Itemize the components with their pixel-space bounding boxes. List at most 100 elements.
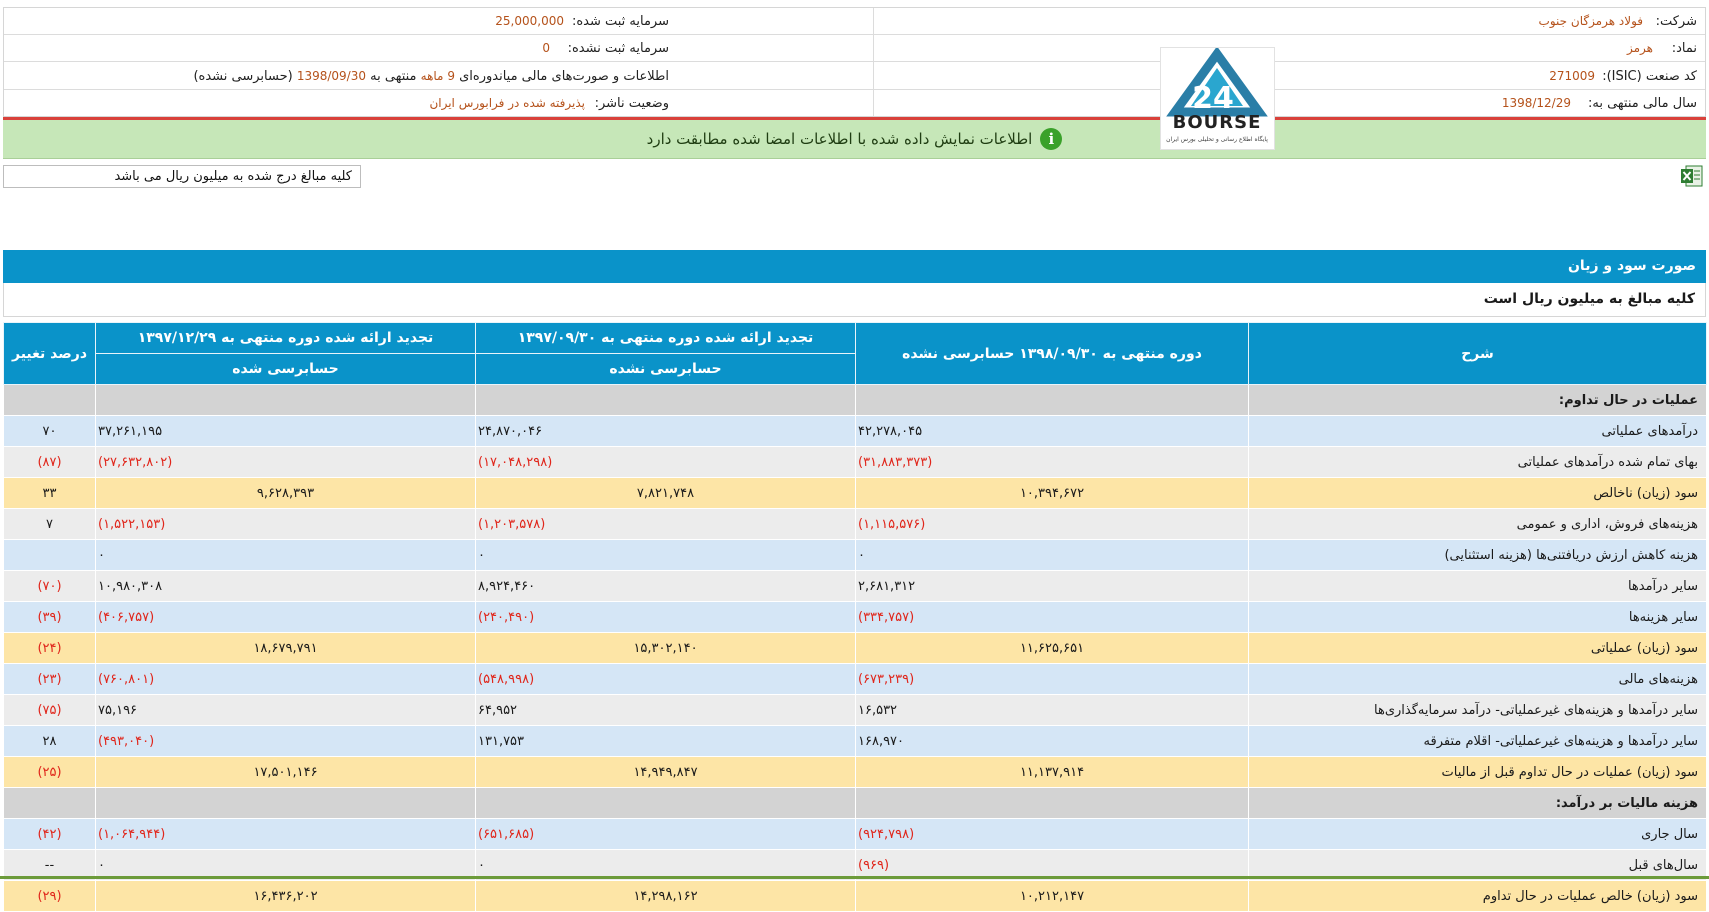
row-change-percent: ۲۸ bbox=[3, 725, 96, 757]
row-value-p2: ۰ bbox=[475, 539, 856, 571]
income-statement-table: شرح دوره منتهی به ۱۳۹۸/۰۹/۳۰ حسابرسی نشد… bbox=[3, 322, 1707, 912]
row-description: سایر درآمدها و هزینه‌های غیرعملیاتی- درآ… bbox=[1248, 694, 1707, 726]
row-description: هزینه‌های مالی bbox=[1248, 663, 1707, 695]
col-header-change-percent: درصد تغییر bbox=[3, 322, 96, 385]
row-description: سود (زیان) ناخالص bbox=[1248, 477, 1707, 509]
table-row: سال‌های قبل (۹۶۹) ۰ ۰ -- bbox=[3, 849, 1707, 881]
row-change-percent bbox=[3, 787, 96, 819]
row-description: عملیات در حال تداوم: bbox=[1248, 384, 1707, 416]
fiscal-year-label: سال مالی منتهی به: bbox=[1587, 96, 1697, 111]
col-header-period-13971229: تجدید ارائه شده دوره منتهی به ۱۳۹۷/۱۲/۲۹ bbox=[95, 322, 476, 354]
excel-export-icon[interactable] bbox=[1680, 164, 1704, 188]
table-row: سود (زیان) عملیات در حال تداوم قبل از ما… bbox=[3, 756, 1707, 788]
row-value-p1: ۱۰,۳۹۴,۶۷۲ bbox=[855, 477, 1249, 509]
report-months: 9 ماهه bbox=[420, 69, 455, 83]
bourse24-logo[interactable]: 24 BOURSE پایگاه اطلاع رسانی و تحلیلی بو… bbox=[1160, 46, 1275, 150]
row-description: سایر درآمدها bbox=[1248, 570, 1707, 602]
row-value-p3: (۱,۵۲۲,۱۵۳) bbox=[95, 508, 476, 540]
col-subheader-audited: حسابرسی شده bbox=[95, 353, 476, 385]
company-info-panel: شرکت: فولاد هرمزگان جنوب سرمایه ثبت شده:… bbox=[3, 7, 1706, 117]
isic-value: 271009 bbox=[1549, 69, 1595, 83]
row-value-p1: ۲,۶۸۱,۳۱۲ bbox=[855, 570, 1249, 602]
row-description: هزینه‌های فروش، اداری و عمومی bbox=[1248, 508, 1707, 540]
registered-capital-label: سرمایه ثبت شده: bbox=[571, 14, 669, 29]
row-value-p3: ۳۷,۲۶۱,۱۹۵ bbox=[95, 415, 476, 447]
registered-capital-value: 25,000,000 bbox=[495, 14, 564, 28]
row-description: درآمدهای عملیاتی bbox=[1248, 415, 1707, 447]
table-row: سود (زیان) خالص عملیات در حال تداوم ۱۰,۲۱… bbox=[3, 880, 1707, 912]
row-value-p3: (۲۷,۶۳۲,۸۰۲) bbox=[95, 446, 476, 478]
col-subheader-unaudited: حسابرسی نشده bbox=[475, 353, 856, 385]
row-value-p1: ۱۶۸,۹۷۰ bbox=[855, 725, 1249, 757]
row-change-percent: (۴۲) bbox=[3, 818, 96, 850]
row-value-p1: (۹۲۴,۷۹۸) bbox=[855, 818, 1249, 850]
table-row: سود (زیان) عملیاتی ۱۱,۶۲۵,۶۵۱ ۱۵,۳۰۲,۱۴۰ ۱۸… bbox=[3, 632, 1707, 664]
row-change-percent: -- bbox=[3, 849, 96, 881]
info-row-symbol: نماد: هرمز سرمایه ثبت نشده: 0 bbox=[4, 35, 1705, 62]
row-value-p1: ۴۲,۲۷۸,۰۴۵ bbox=[855, 415, 1249, 447]
row-value-p3: ۹,۶۲۸,۳۹۳ bbox=[95, 477, 476, 509]
row-description: سال جاری bbox=[1248, 818, 1707, 850]
company-value[interactable]: فولاد هرمزگان جنوب bbox=[1538, 14, 1643, 28]
unregistered-capital-value: 0 bbox=[542, 41, 550, 55]
table-row: هزینه‌های فروش، اداری و عمومی (۱,۱۱۵,۵۷۶)… bbox=[3, 508, 1707, 540]
report-date: 1398/09/30 bbox=[296, 69, 366, 83]
row-description: سال‌های قبل bbox=[1248, 849, 1707, 881]
col-header-period-13970930: تجدید ارائه شده دوره منتهی به ۱۳۹۷/۰۹/۳۰ bbox=[475, 322, 856, 354]
row-change-percent: (۷۵) bbox=[3, 694, 96, 726]
logo-brand: BOURSE bbox=[1173, 112, 1262, 133]
row-description: سایر هزینه‌ها bbox=[1248, 601, 1707, 633]
row-value-p2: ۱۴,۲۹۸,۱۶۲ bbox=[475, 880, 856, 912]
statement-title: صورت سود و زیان bbox=[3, 250, 1706, 283]
logo-tagline: پایگاه اطلاع رسانی و تحلیلی بورس ایران bbox=[1166, 135, 1268, 143]
row-value-p2: (۱,۲۰۳,۵۷۸) bbox=[475, 508, 856, 540]
row-description: سود (زیان) عملیاتی bbox=[1248, 632, 1707, 664]
report-audit-status: (حسابرسی نشده) bbox=[193, 69, 293, 84]
row-value-p2 bbox=[475, 787, 856, 819]
row-value-p3: (۷۶۰,۸۰۱) bbox=[95, 663, 476, 695]
info-row-isic: کد صنعت (ISIC): 271009 اطلاعات و صورت‌ها… bbox=[4, 63, 1705, 90]
row-change-percent: (۲۳) bbox=[3, 663, 96, 695]
row-value-p1: ۱۱,۱۳۷,۹۱۴ bbox=[855, 756, 1249, 788]
income-statement-body: عملیات در حال تداوم: درآمدهای عملیاتی ۴۲,۲… bbox=[3, 384, 1707, 912]
row-value-p1 bbox=[855, 384, 1249, 416]
row-change-percent bbox=[3, 539, 96, 571]
row-value-p3: (۴۰۶,۷۵۷) bbox=[95, 601, 476, 633]
table-row: سال جاری (۹۲۴,۷۹۸) (۶۵۱,۶۸۵) (۱,۰۶۴,۹۴۴) (۴۲… bbox=[3, 818, 1707, 850]
row-value-p3: ۱۷,۵۰۱,۱۴۶ bbox=[95, 756, 476, 788]
row-change-percent: (۸۷) bbox=[3, 446, 96, 478]
row-value-p3: ۷۵,۱۹۶ bbox=[95, 694, 476, 726]
group-header-row: هزینه مالیات بر درآمد: bbox=[3, 787, 1707, 819]
row-value-p2: (۶۵۱,۶۸۵) bbox=[475, 818, 856, 850]
row-value-p2: ۱۳۱,۷۵۳ bbox=[475, 725, 856, 757]
row-value-p3: ۱۰,۹۸۰,۳۰۸ bbox=[95, 570, 476, 602]
row-value-p1: ۱۶,۵۳۲ bbox=[855, 694, 1249, 726]
row-value-p1: ۱۰,۲۱۲,۱۴۷ bbox=[855, 880, 1249, 912]
report-text-b: منتهی به bbox=[370, 69, 417, 84]
row-value-p3: (۴۹۳,۰۴۰) bbox=[95, 725, 476, 757]
publisher-status-label: وضعیت ناشر: bbox=[594, 96, 669, 111]
row-value-p3: ۱۸,۶۷۹,۷۹۱ bbox=[95, 632, 476, 664]
table-row: هزینه کاهش ارزش دریافتنی‌ها (هزینه استثن… bbox=[3, 539, 1707, 571]
info-row-fiscal: سال مالی منتهی به: 1398/12/29 وضعیت ناشر… bbox=[4, 90, 1705, 117]
row-change-percent: (۳۹) bbox=[3, 601, 96, 633]
row-value-p3: ۰ bbox=[95, 539, 476, 571]
table-row: بهای تمام شده درآمدهای عملیاتی (۳۱,۸۸۳,۳۷… bbox=[3, 446, 1707, 478]
row-change-percent: ۳۳ bbox=[3, 477, 96, 509]
row-value-p2: ۲۴,۸۷۰,۰۴۶ bbox=[475, 415, 856, 447]
table-row: سایر درآمدها و هزینه‌های غیرعملیاتی- اقل… bbox=[3, 725, 1707, 757]
row-description: سود (زیان) عملیات در حال تداوم قبل از ما… bbox=[1248, 756, 1707, 788]
statement-subtitle: کلیه مبالغ به میلیون ریال است bbox=[3, 283, 1706, 317]
row-value-p2: (۵۴۸,۹۹۸) bbox=[475, 663, 856, 695]
row-value-p1: (۹۶۹) bbox=[855, 849, 1249, 881]
unregistered-capital-label: سرمایه ثبت نشده: bbox=[567, 41, 669, 56]
table-row: سایر درآمدها ۲,۶۸۱,۳۱۲ ۸,۹۲۴,۴۶۰ ۱۰,۹۸۰,۳۰۸… bbox=[3, 570, 1707, 602]
report-description: اطلاعات و صورت‌های مالی میاندوره‌ای 9 ما… bbox=[193, 63, 669, 90]
row-description: هزینه کاهش ارزش دریافتنی‌ها (هزینه استثن… bbox=[1248, 539, 1707, 571]
isic-label: کد صنعت (ISIC): bbox=[1602, 69, 1697, 84]
row-value-p2: ۶۴,۹۵۲ bbox=[475, 694, 856, 726]
notice-text: اطلاعات نمایش داده شده با اطلاعات امضا ش… bbox=[646, 130, 1033, 148]
col-header-period-1398: دوره منتهی به ۱۳۹۸/۰۹/۳۰ حسابرسی نشده bbox=[855, 322, 1249, 385]
symbol-value[interactable]: هرمز bbox=[1627, 41, 1653, 55]
row-change-percent: (۲۴) bbox=[3, 632, 96, 664]
